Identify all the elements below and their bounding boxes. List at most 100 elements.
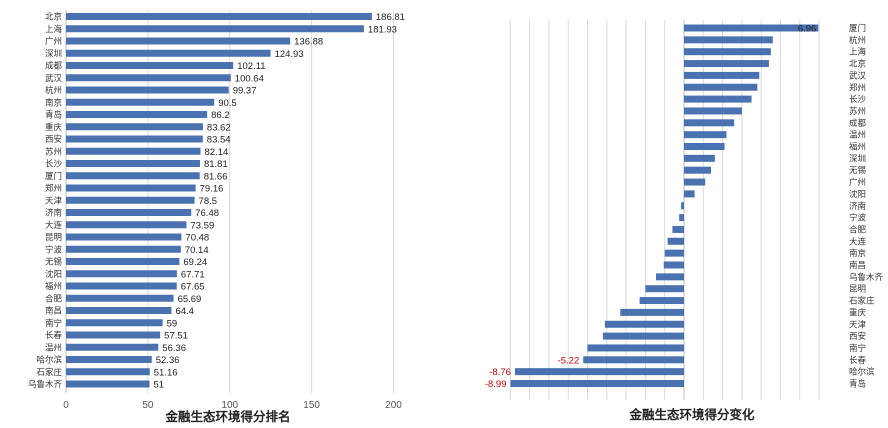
change-category-label: 厦门 [849, 23, 866, 33]
ranking-tick-label: 0 [63, 400, 69, 411]
ranking-bar [66, 135, 203, 143]
ranking-chart-title: 金融生态环境得分排名 [164, 409, 290, 424]
change-category-label: 重庆 [849, 307, 867, 317]
change-bar [667, 237, 684, 245]
ranking-value-label: 76.48 [195, 208, 219, 219]
ranking-category-label: 深圳 [45, 48, 62, 58]
change-category-label: 温州 [849, 130, 866, 140]
ranking-bar [66, 307, 172, 314]
change-category-label: 长沙 [849, 94, 867, 104]
change-bar [681, 202, 684, 210]
change-value-label: -8.99 [485, 379, 507, 390]
ranking-value-label: 90.5 [218, 98, 237, 109]
change-bar [684, 71, 760, 79]
ranking-bar [66, 356, 152, 363]
ranking-category-label: 天津 [45, 195, 63, 205]
ranking-category-label: 乌鲁木齐 [28, 379, 63, 389]
change-bar [684, 107, 742, 115]
ranking-bar [66, 221, 187, 229]
change-category-label: 广州 [849, 177, 866, 187]
change-bar [684, 48, 771, 56]
change-bar [587, 344, 684, 352]
ranking-bar [66, 147, 201, 155]
ranking-value-label: 81.66 [204, 171, 228, 182]
change-value-label: -5.22 [558, 355, 580, 366]
change-bar [604, 320, 684, 328]
ranking-category-label: 昆明 [45, 232, 62, 242]
ranking-value-label: 67.71 [181, 269, 205, 280]
ranking-bar [66, 62, 234, 69]
ranking-value-label: 136.88 [294, 37, 323, 48]
ranking-value-label: 70.48 [185, 233, 209, 244]
change-chart: 厦门 6.96 杭州上海北京武汉郑州长沙苏州成都温州福州深圳无锡广州沈阳济南宁波合肥… [485, 20, 884, 400]
ranking-category-label: 哈尔滨 [36, 355, 62, 365]
ranking-category-label: 上海 [45, 24, 63, 34]
ranking-bar [66, 282, 177, 290]
change-category-label: 宁波 [849, 213, 867, 223]
ranking-value-label: 186.81 [376, 12, 405, 23]
change-category-label: 青岛 [849, 379, 866, 389]
ranking-bar [66, 196, 195, 204]
ranking-category-label: 温州 [45, 342, 62, 352]
change-category-label: 南宁 [849, 343, 866, 353]
ranking-bar [66, 74, 231, 82]
ranking-category-label: 福州 [45, 281, 62, 291]
change-bar [656, 273, 684, 281]
change-bar [684, 119, 735, 127]
change-category-label: 合肥 [849, 224, 867, 234]
change-bar [684, 83, 758, 91]
ranking-value-label: 181.93 [368, 24, 397, 35]
ranking-category-label: 南京 [45, 97, 62, 107]
ranking-value-label: 100.64 [235, 73, 264, 84]
change-category-label: 沈阳 [849, 189, 866, 199]
ranking-bar [66, 258, 180, 265]
ranking-category-label: 南昌 [45, 306, 62, 316]
change-category-label: 成都 [849, 118, 867, 128]
ranking-value-label: 83.54 [207, 135, 231, 146]
change-bar [620, 308, 684, 316]
ranking-tick-label: 100 [221, 400, 238, 411]
ranking-bar [66, 86, 229, 94]
ranking-category-label: 广州 [45, 36, 62, 46]
ranking-tick-label: 150 [303, 400, 320, 411]
ranking-tick-label: 50 [142, 400, 154, 411]
change-bar [684, 154, 715, 162]
ranking-bar [66, 98, 215, 106]
ranking-bar [66, 172, 200, 180]
ranking-value-label: 83.62 [207, 122, 231, 133]
change-category-label: 西安 [849, 331, 866, 341]
ranking-category-label: 合肥 [45, 293, 63, 303]
change-value-label: 6.96 [798, 24, 817, 35]
ranking-value-label: 86.2 [211, 110, 230, 121]
change-bar [684, 60, 769, 68]
ranking-value-label: 73.59 [191, 220, 215, 231]
ranking-bar [66, 319, 163, 327]
change-bar [684, 95, 752, 103]
change-category-label: 福州 [849, 142, 866, 152]
change-bar [583, 356, 684, 364]
change-category-label: 杭州 [849, 35, 866, 45]
ranking-tick-label: 200 [385, 400, 402, 411]
ranking-category-label: 杭州 [45, 85, 62, 95]
ranking-chart: 0 50 100 150 200 北京 186.81 上海 181.93 广州 136.88 深圳 12… [28, 10, 405, 411]
ranking-value-label: 102.11 [237, 61, 265, 72]
ranking-bar [66, 184, 196, 192]
ranking-value-label: 70.14 [185, 245, 209, 256]
change-bar [684, 24, 819, 32]
ranking-bar [66, 343, 159, 351]
ranking-value-label: 59 [167, 318, 178, 329]
ranking-bar [66, 37, 291, 45]
change-category-label: 大连 [849, 236, 867, 246]
ranking-bar [66, 380, 150, 388]
ranking-category-label: 苏州 [45, 146, 62, 156]
ranking-bar [66, 13, 372, 20]
ranking-category-label: 青岛 [45, 110, 62, 120]
ranking-category-label: 济南 [45, 208, 62, 218]
change-category-label: 深圳 [849, 153, 866, 163]
ranking-category-label: 石家庄 [36, 367, 62, 377]
change-category-label: 南昌 [849, 260, 866, 270]
change-category-label: 武汉 [849, 70, 867, 80]
change-value-label: -8.76 [489, 367, 511, 378]
ranking-value-label: 52.36 [156, 355, 180, 366]
